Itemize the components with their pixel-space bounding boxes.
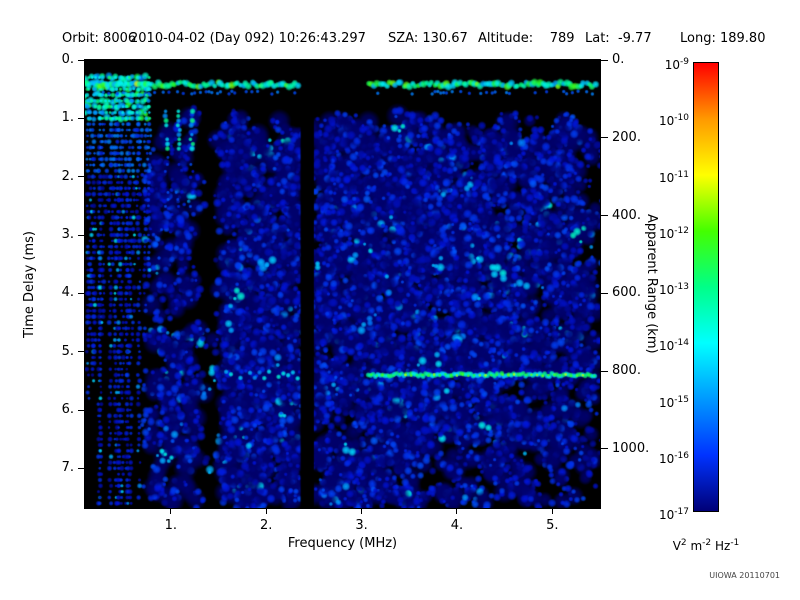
y-tick-left (78, 176, 85, 178)
colorbar-tick-label: 10-14 (659, 338, 689, 354)
x-tick (361, 508, 363, 514)
x-tick-label: 5. (546, 518, 559, 533)
y-tick-right (601, 59, 608, 61)
header-datetime: 2010-04-02 (Day 092) 10:26:43.297 (130, 31, 366, 46)
y-tick-right-label: 600. (612, 285, 641, 301)
x-tick-label: 1. (164, 518, 178, 533)
y-axis-title-left: Time Delay (ms) (22, 230, 37, 338)
y-axis-title-right: Apparent Range (km) (644, 214, 659, 354)
y-tick-right (601, 448, 608, 450)
spectrogram-canvas (85, 60, 600, 508)
header-altitude: Altitude: 789 (478, 31, 575, 46)
y-tick-left-label: 6. (61, 402, 74, 417)
x-axis-title: Frequency (MHz) (287, 536, 398, 551)
x-tick-label: 3. (355, 518, 368, 533)
x-tick (456, 508, 458, 514)
colorbar-tick-label: 10-10 (659, 113, 689, 129)
y-tick-right-label: 200. (612, 129, 641, 145)
y-tick-right (601, 370, 608, 372)
y-tick-left (78, 351, 85, 353)
y-tick-left-label: 4. (61, 285, 74, 301)
x-tick (170, 508, 172, 514)
colorbar-tick-label: 10-13 (659, 282, 689, 297)
header-long: Long: 189.80 (680, 31, 766, 46)
x-tick (265, 508, 267, 514)
y-tick-right (601, 215, 608, 217)
y-tick-left-label: 0. (61, 52, 74, 67)
y-tick-right (601, 137, 608, 139)
header-orbit: Orbit: 8006 (62, 31, 137, 46)
header-lat: Lat: -9.77 (585, 31, 652, 46)
x-tick (551, 508, 553, 514)
y-tick-left (78, 467, 85, 469)
y-tick-left-label: 1. (61, 110, 74, 126)
colorbar-tick-label: 10-16 (659, 450, 689, 466)
colorbar-units-label: V2 m-2 Hz-1 (672, 538, 740, 553)
colorbar-tick-label: 10-15 (659, 394, 689, 410)
y-tick-right-label: 0. (612, 52, 625, 67)
y-tick-left (78, 292, 85, 294)
x-tick-label: 2. (260, 518, 273, 533)
y-tick-right-label: 800. (612, 363, 641, 379)
y-tick-left-label: 2. (61, 168, 74, 184)
y-tick-right (601, 292, 608, 294)
colorbar-tick-label: 10-12 (659, 225, 689, 241)
y-tick-left-label: 5. (61, 343, 74, 359)
colorbar-tick-label: 10-9 (664, 57, 689, 72)
header-sza: SZA: 130.67 (388, 31, 468, 46)
y-tick-left (78, 409, 85, 411)
y-tick-right-label: 1000. (612, 440, 650, 456)
y-tick-right-label: 400. (612, 207, 641, 223)
colorbar (693, 62, 719, 512)
y-tick-left (78, 59, 85, 61)
colorbar-tick-label: 10-11 (659, 169, 689, 185)
y-tick-left-label: 7. (61, 460, 74, 476)
y-tick-left (78, 234, 85, 236)
colorbar-tick-label: 10-17 (659, 507, 689, 522)
y-tick-left-label: 3. (61, 227, 74, 242)
x-tick-label: 4. (450, 518, 464, 533)
credit-text: UIOWA 20110701 (709, 571, 780, 580)
y-tick-left (78, 117, 85, 119)
